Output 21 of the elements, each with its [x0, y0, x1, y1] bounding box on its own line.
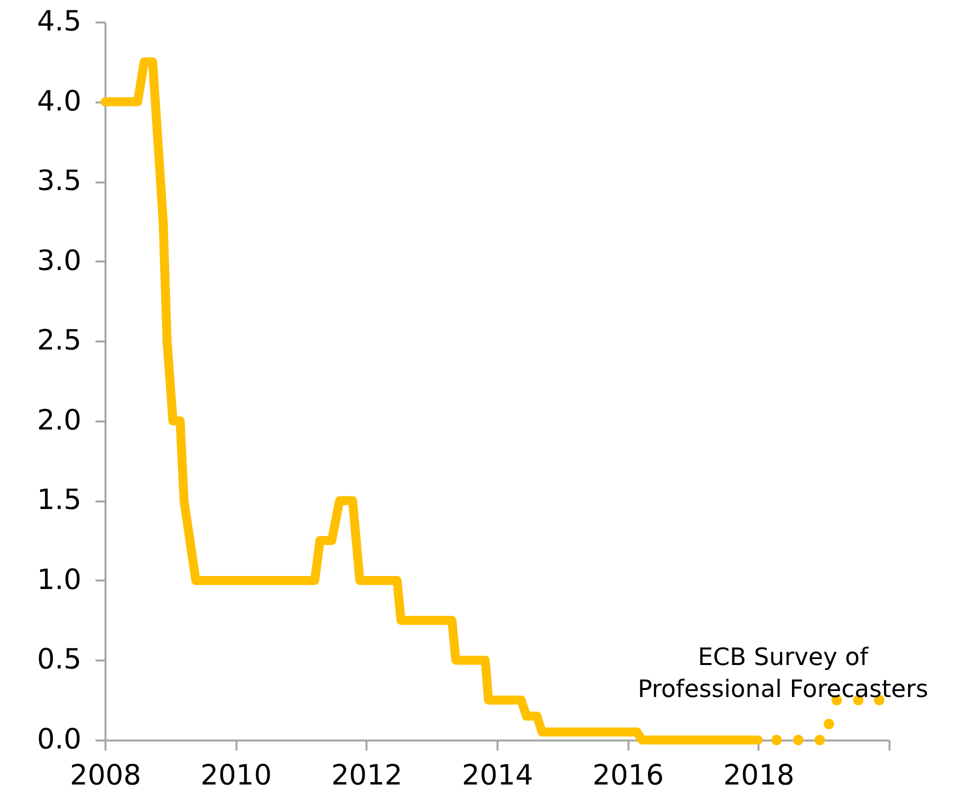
point [792, 734, 804, 746]
x-tick-label: 2008 [70, 758, 142, 792]
y-tick-label: 4.5 [36, 4, 82, 38]
y-tick-label: 0.0 [36, 722, 82, 756]
annotation: ECB Survey of Professional Forecasters [638, 643, 928, 703]
x-tick-label: 2012 [331, 758, 402, 792]
y-tick-label: 2.5 [36, 324, 82, 357]
x-tick-label: 2018 [723, 758, 794, 792]
y-tick-label: 2.0 [36, 403, 82, 436]
y-tick-label: 1.0 [36, 562, 82, 596]
y-tick-label: 4.0 [36, 84, 82, 118]
y-tick-label: 1.5 [36, 483, 82, 516]
y-tick-label: 0.5 [36, 642, 82, 676]
y-tick-label: 3.5 [36, 164, 82, 198]
y-tick-label: 3.0 [36, 244, 82, 277]
x-tick-label: 2014 [462, 758, 534, 792]
x-tick-label: 2010 [200, 758, 272, 792]
x-tick-label: 2016 [592, 758, 664, 792]
point [814, 734, 825, 746]
point [824, 718, 834, 730]
point [771, 734, 782, 746]
